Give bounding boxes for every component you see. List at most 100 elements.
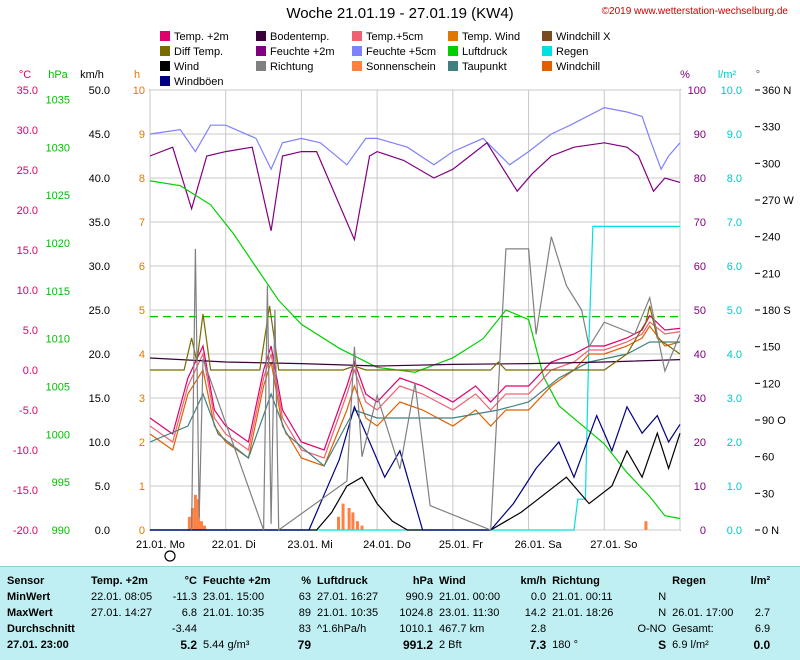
sun-tick-label: 10 [133, 85, 145, 97]
series-line [150, 305, 681, 371]
wind-tick-label: 15.0 [89, 393, 110, 405]
cell [88, 621, 166, 637]
temp-tick-label: -10.0 [13, 445, 38, 457]
legend-label: Bodentemp. [270, 31, 330, 43]
direction-tick-label: 150 [762, 342, 780, 354]
pressure-tick-label: 1025 [46, 190, 70, 202]
day-label: 22.01. Di [212, 539, 256, 551]
series-line [149, 314, 681, 451]
cell: 1010.1 [399, 623, 433, 635]
cell: 23.01. 15:00 [203, 591, 265, 603]
pressure-tick-label: 990 [52, 525, 70, 537]
cell: 23.01. 11:30 [439, 607, 500, 619]
legend-swatch [448, 31, 458, 41]
rain-tick-label: 8.0 [727, 173, 742, 185]
cell: -3.44 [171, 623, 197, 635]
series-line [150, 431, 681, 531]
series-line [149, 324, 681, 467]
cell: 22.01. 08:05 [91, 591, 153, 603]
legend-label: Windchill X [556, 31, 611, 43]
stats-header-row: Sensor Temp. +2m °C Feuchte +2m % Luftdr… [4, 573, 773, 589]
humidity-tick-label: 30 [694, 393, 706, 405]
humidity-tick-label: 20 [694, 437, 706, 449]
direction-tick-label: 120 [762, 378, 780, 390]
cell: 467.7 km [439, 623, 485, 635]
sun-tick-label: 3 [139, 393, 145, 405]
sunshine-bar [644, 521, 648, 530]
wind-tick-label: 50.0 [89, 85, 110, 97]
cell: 6.9 l/m² [672, 639, 709, 651]
pressure-tick-label: 1035 [46, 95, 70, 107]
pressure-tick-label: 995 [52, 477, 70, 489]
wind-tick-label: 0.0 [95, 525, 110, 537]
stats-row-min: MinWert 22.01. 08:05 -11.3 23.01. 15:00 … [4, 589, 773, 605]
cell: N [658, 591, 667, 603]
legend-swatch [160, 46, 170, 56]
rain-tick-label: 0.0 [727, 525, 742, 537]
temp-tick-label: 30.0 [17, 125, 38, 137]
series-line [191, 236, 681, 532]
axis-unit-label: ° [756, 69, 760, 81]
sun-tick-label: 9 [139, 129, 145, 141]
sun-tick-label: 7 [139, 217, 145, 229]
cell: 21.01. 10:35 [317, 607, 379, 619]
legend-label: Temp. Wind [462, 31, 521, 43]
legend-swatch [160, 31, 170, 41]
cell: 7.3 [529, 638, 547, 652]
sunshine-bar [341, 503, 345, 530]
sun-tick-label: 6 [139, 261, 145, 273]
humidity-tick-label: 0 [700, 525, 706, 537]
legend-item: Regen [542, 46, 588, 59]
direction-tick-label: 60 [762, 452, 774, 464]
temp-tick-label: 0.0 [23, 365, 38, 377]
temp-tick-label: 10.0 [17, 285, 38, 297]
pressure-tick-label: 1005 [46, 382, 70, 394]
direction-tick-label: 30 [762, 488, 774, 500]
col-wind: Wind [439, 575, 466, 587]
direction-tick-label: 360 N [762, 85, 791, 97]
series-line [149, 106, 681, 171]
legend-item: Taupunkt [448, 61, 507, 74]
col-wind-unit: km/h [520, 575, 547, 587]
direction-tick-label: 210 [762, 268, 780, 280]
temp-tick-label: -20.0 [13, 525, 38, 537]
weekly-weather-chart: °C hPa km/h h% l/m² °35.030.025.020.015.010.0… [13, 69, 794, 562]
pressure-tick-label: 1030 [46, 142, 70, 154]
col-sensor: Sensor [7, 575, 45, 587]
cell: 79 [297, 638, 311, 652]
legend-swatch [448, 61, 458, 71]
axis-unit-label: °C [19, 69, 31, 81]
legend-item: Feuchte +5cm [352, 46, 436, 59]
stats-row-current: 27.01. 23:00 5.2 5.44 g/m³ 79 991.2 2 Bf… [4, 637, 773, 653]
cell: 990.9 [405, 591, 433, 603]
temp-tick-label: 15.0 [17, 245, 38, 257]
cell [669, 589, 737, 605]
cell: 6.8 [181, 607, 197, 619]
col-dir-val [627, 573, 669, 589]
cell: 26.01. 17:00 [672, 607, 734, 619]
cell [549, 621, 627, 637]
direction-tick-label: 330 [762, 122, 780, 134]
cell: 89 [298, 607, 311, 619]
wind-tick-label: 45.0 [89, 129, 110, 141]
legend-swatch [256, 61, 266, 71]
legend-label: Feuchte +2m [270, 46, 335, 58]
humidity-tick-label: 70 [694, 217, 706, 229]
temp-tick-label: -15.0 [13, 485, 38, 497]
sunshine-bar [187, 516, 191, 530]
axis-unit-label: km/h [80, 69, 104, 81]
axis-unit-label: hPa [48, 69, 68, 81]
row-label: 27.01. 23:00 [7, 639, 69, 651]
rain-tick-label: 7.0 [727, 217, 742, 229]
legend-item: Feuchte +2m [256, 46, 335, 59]
cell: 6.9 [754, 623, 771, 635]
cell [737, 589, 773, 605]
sun-tick-label: 5 [139, 305, 145, 317]
rain-tick-label: 1.0 [727, 481, 742, 493]
legend-swatch [256, 31, 266, 41]
legend-label: Richtung [270, 61, 314, 73]
stats-row-max: MaxWert 27.01. 14:27 6.8 21.01. 10:35 89… [4, 605, 773, 621]
col-press: Luftdruck [317, 575, 368, 587]
sunshine-bar [196, 499, 200, 530]
copyright-link[interactable]: ©2019 www.wetterstation-wechselburg.de [601, 6, 788, 17]
